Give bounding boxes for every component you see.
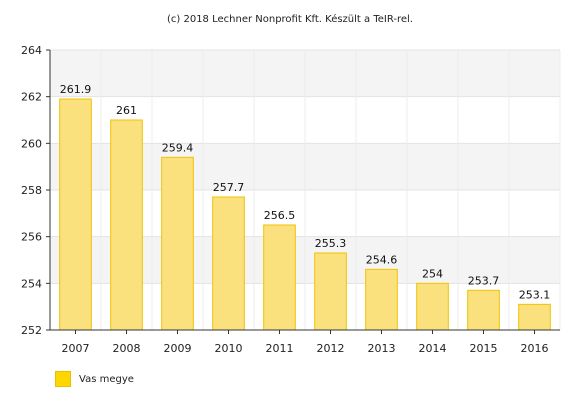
y-tick-label: 264 [21,44,42,57]
data-label: 261 [116,104,137,117]
x-tick-label: 2007 [62,342,90,355]
y-tick-label: 260 [21,137,42,150]
bar [518,303,551,331]
legend-swatch [55,371,71,387]
bar [365,268,398,331]
data-label: 261.9 [60,83,92,96]
data-label: 254 [422,267,443,280]
x-tick-label: 2013 [368,342,396,355]
data-label: 259.4 [162,141,194,154]
bar [212,196,245,331]
bar [161,156,194,331]
data-label: 256.5 [264,209,296,222]
bar [110,119,143,331]
y-tick-label: 252 [21,324,42,337]
x-tick-label: 2010 [215,342,243,355]
data-label: 253.7 [468,274,500,287]
x-tick-label: 2015 [470,342,498,355]
x-tick-label: 2011 [266,342,294,355]
legend: Vas megye [55,371,134,387]
data-label: 255.3 [315,237,347,250]
x-tick-label: 2008 [113,342,141,355]
bar [416,282,449,331]
bar [467,289,500,331]
x-tick-label: 2016 [521,342,549,355]
data-label: 257.7 [213,181,245,194]
bar [59,98,92,331]
x-tick-label: 2012 [317,342,345,355]
bar [263,224,296,331]
data-label: 253.1 [519,288,551,301]
chart-credit: (c) 2018 Lechner Nonprofit Kft. Készült … [166,14,413,25]
y-tick-label: 254 [21,277,42,290]
y-tick-label: 258 [21,184,42,197]
legend-label: Vas megye [79,373,134,385]
bar [314,252,347,331]
x-tick-label: 2009 [164,342,192,355]
data-label: 254.6 [366,253,398,266]
y-tick-label: 256 [21,231,42,244]
x-tick-label: 2014 [419,342,447,355]
y-tick-label: 262 [21,91,42,104]
